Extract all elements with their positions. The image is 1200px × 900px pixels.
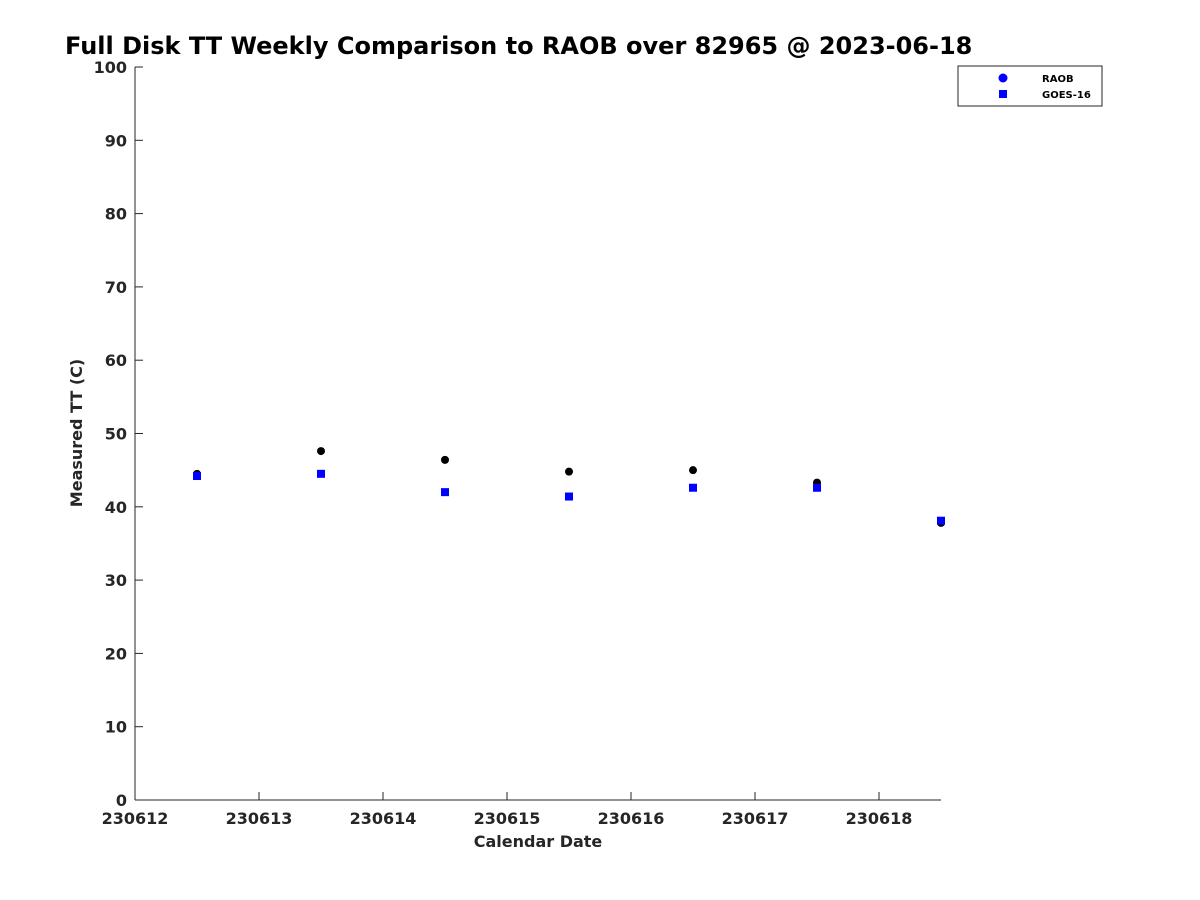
x-tick-label: 230616 (598, 809, 665, 828)
y-tick-label: 90 (105, 131, 127, 150)
legend: RAOB GOES-16 (957, 65, 1103, 107)
raob-point (565, 467, 573, 476)
legend-label: RAOB (1042, 74, 1074, 85)
y-tick-label: 0 (116, 791, 127, 810)
raob-point (317, 447, 325, 456)
data-points (193, 447, 945, 527)
goes-16-point (689, 483, 697, 492)
y-tick-label: 40 (105, 498, 127, 517)
y-tick-label: 50 (105, 425, 127, 444)
y-tick-label: 70 (105, 278, 127, 297)
tick-labels: 0 10 20 30 40 50 60 70 80 90 100 230612 230613 230614… (94, 58, 913, 828)
goes-16-point (937, 516, 945, 525)
legend-raob-marker (998, 73, 1008, 83)
x-tick-label: 230617 (722, 809, 789, 828)
goes-16-point (441, 488, 449, 497)
goes-16-point (565, 492, 573, 501)
chart-title: Full Disk TT Weekly Comparison to RAOB o… (65, 32, 972, 60)
y-tick-label: 100 (94, 58, 127, 77)
y-tick-label: 30 (105, 571, 127, 590)
x-tick-label: 230614 (350, 809, 417, 828)
y-tick-label: 10 (105, 718, 127, 737)
legend-box (957, 65, 1103, 107)
y-tick-label: 20 (105, 644, 127, 663)
x-tick-label: 230612 (102, 809, 169, 828)
legend-label: GOES-16 (1042, 90, 1091, 101)
y-tick-label: 60 (105, 351, 127, 370)
x-axis-label: Calendar Date (474, 832, 603, 851)
y-tick-label: 80 (105, 205, 127, 224)
x-tick-label: 230613 (226, 809, 293, 828)
x-tick-label: 230615 (474, 809, 541, 828)
goes-16-point (193, 472, 201, 481)
legend-goes-16-marker (999, 90, 1007, 98)
goes-16-point (813, 483, 821, 492)
raob-point (441, 455, 449, 464)
axes (134, 66, 941, 801)
x-tick-label: 230618 (846, 809, 913, 828)
y-axis-label: Measured TT (C) (67, 359, 86, 507)
goes-16-point (317, 469, 325, 478)
raob-point (689, 466, 697, 475)
